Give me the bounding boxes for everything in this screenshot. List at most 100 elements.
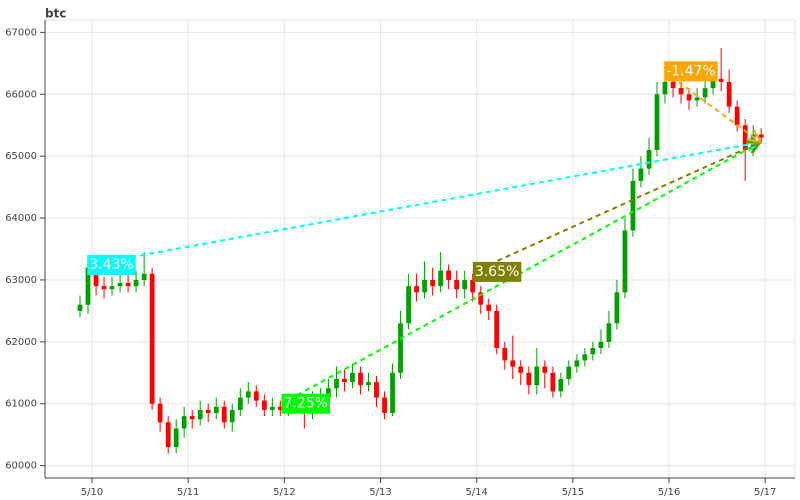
candle-body [414,286,419,293]
candle-body [125,283,131,287]
candle-body [598,341,604,349]
candle-body [229,409,235,423]
x-tick-label: 5/15 [562,487,584,498]
candle-body [149,273,155,404]
candle-body [93,267,99,287]
x-tick-label: 5/16 [658,487,680,498]
candle-body [462,279,468,290]
annotation-text: -1.47% [666,63,716,79]
annotation-label: 7.25% [281,393,330,414]
candle-body [454,279,460,290]
candle-body [446,270,452,280]
candle-body [662,81,668,95]
candle-body [470,279,476,293]
annotation-line [663,70,761,144]
annotation-line [472,141,761,273]
candle-body [358,372,363,386]
candle-body [486,304,492,311]
annotation-box [281,393,330,414]
annotation-label: 3.43% [87,255,136,276]
candle-body [622,230,628,293]
candle-body [630,180,636,231]
candle-body [261,400,267,410]
chart-title: btc [45,7,66,21]
candle-body [710,78,716,89]
annotation-box [472,261,522,282]
y-tick-label: 61000 [5,399,37,410]
candle-body [422,279,427,293]
candle-body [406,286,411,324]
candle-body [382,397,387,414]
annotation-box [664,61,718,82]
candle-body [758,134,764,138]
candle-body [478,292,484,305]
candle-body [85,267,91,305]
candle-body [542,366,548,373]
candle-body [189,416,195,420]
candle-body [398,323,403,373]
candle-body [526,372,532,386]
candle-body [574,360,580,367]
candle-body [141,273,147,280]
candle-body [718,78,724,82]
candle-body [734,106,740,126]
x-tick-label: 5/17 [754,487,776,498]
candle-body [269,406,275,410]
y-tick-label: 67000 [5,27,37,38]
y-tick-label: 65000 [5,151,37,162]
candle-body [165,422,171,448]
candle-body [678,88,684,95]
candle-body [277,406,283,410]
x-tick-label: 5/13 [369,487,391,498]
candle-body [430,279,436,287]
candle-body [550,372,556,392]
candle-body [518,366,524,373]
candle-body [606,323,612,342]
candle-body [205,409,211,414]
candle-body [646,149,652,169]
annotation-label: -1.47% [664,61,718,82]
candle-body [197,409,203,420]
annotation-box [87,255,136,276]
y-tick-label: 66000 [5,89,37,100]
annotation-text: 7.25% [283,396,327,412]
candle-body [702,88,708,98]
candle-body [638,168,644,181]
x-tick-label: 5/11 [177,487,199,498]
annotation-text: 3.43% [89,257,133,273]
candle-body [510,360,516,367]
candle-body [566,366,572,379]
candle-body [245,391,251,398]
candle-body [157,403,163,423]
annotation-text: 3.65% [475,264,519,280]
candle-body [494,310,500,349]
candle-body [694,97,700,101]
candle-body [173,428,179,448]
x-tick-label: 5/10 [81,487,103,498]
candle-body [502,348,508,361]
candle-body [334,378,339,389]
candle-body [326,388,331,398]
candle-body [742,125,748,150]
y-tick-label: 60000 [5,461,37,472]
y-tick-label: 62000 [5,337,37,348]
y-tick-label: 63000 [5,275,37,286]
y-tick-label: 64000 [5,213,37,224]
candle-body [101,286,107,290]
candle-body [438,270,444,287]
candle-body [213,406,219,414]
candle-body [582,354,588,361]
candle-body [350,372,355,383]
candle-body [342,378,347,383]
candle-body [558,378,564,392]
x-tick-label: 5/14 [465,487,487,498]
candle-body [590,348,596,355]
candle-body [390,372,395,414]
candle-body [670,81,676,89]
annotation-label: 3.65% [472,261,522,282]
candle-body [686,94,692,101]
candle-body [726,81,732,107]
annotation-arrowhead [746,129,763,144]
candle-body [237,397,243,410]
